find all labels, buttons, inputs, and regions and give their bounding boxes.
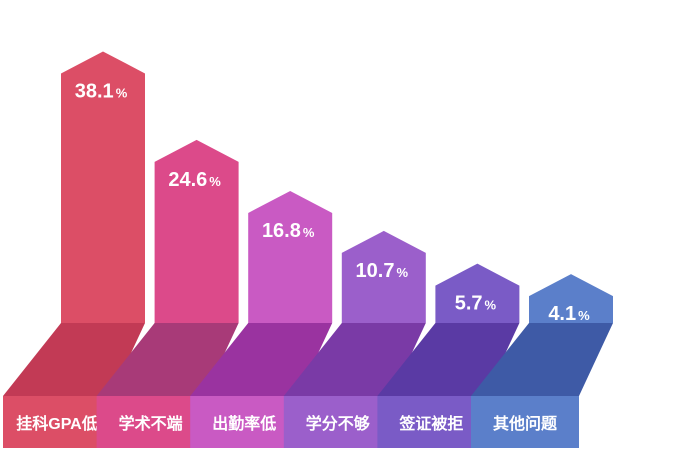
value-label-5: 4.1% bbox=[548, 303, 590, 325]
bar-2 bbox=[248, 190, 333, 323]
category-label-box-1 bbox=[96, 396, 205, 448]
value-label-4: 5.7% bbox=[455, 293, 497, 315]
category-label-box-2 bbox=[190, 396, 299, 448]
bar-1 bbox=[154, 139, 239, 323]
value-label-2: 16.8% bbox=[262, 220, 315, 242]
bar-floor-0 bbox=[3, 323, 145, 396]
bar-5 bbox=[529, 274, 613, 323]
value-label-3: 10.7% bbox=[356, 260, 409, 282]
category-label-box-4 bbox=[377, 396, 486, 448]
bar-floor-1 bbox=[96, 323, 239, 396]
category-label-4: 签证被拒 bbox=[398, 414, 463, 433]
category-label-5: 其他问题 bbox=[493, 414, 558, 433]
category-label-box-0 bbox=[3, 396, 111, 448]
value-label-0: 38.1% bbox=[75, 80, 128, 102]
bar-floor-4 bbox=[377, 323, 520, 396]
category-label-1: 学术不端 bbox=[119, 414, 183, 433]
category-label-0: 挂科GPA低 bbox=[16, 414, 98, 433]
bar-0 bbox=[61, 51, 145, 323]
value-label-1: 24.6% bbox=[168, 169, 221, 191]
bar-4 bbox=[435, 263, 520, 323]
category-label-3: 学分不够 bbox=[306, 414, 370, 433]
bar-floor-2 bbox=[190, 323, 333, 396]
bar-3 bbox=[341, 230, 426, 323]
category-label-box-5 bbox=[471, 396, 579, 448]
category-label-box-3 bbox=[283, 396, 392, 448]
bar-floor-5 bbox=[471, 323, 613, 396]
bar-floor-3 bbox=[283, 323, 426, 396]
category-label-2: 出勤率低 bbox=[212, 414, 276, 433]
